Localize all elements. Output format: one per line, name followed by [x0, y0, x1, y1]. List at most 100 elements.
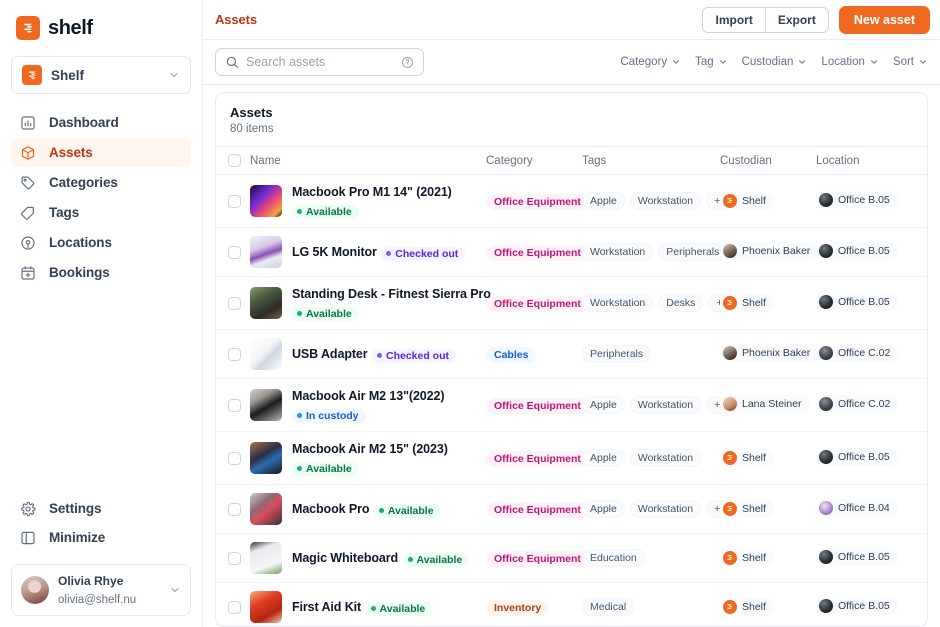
category-badge[interactable]: Cables	[486, 347, 537, 363]
custodian-chip[interactable]: Lana Steiner	[720, 394, 810, 413]
asset-name[interactable]: First Aid Kit	[292, 600, 362, 614]
tag-chip[interactable]: Desks	[658, 294, 704, 312]
tag-chip[interactable]: Workstation	[629, 500, 702, 518]
table-row[interactable]: USB Adapter Checked out Cables Periphera…	[216, 329, 927, 379]
filter-sort[interactable]: Sort	[893, 56, 928, 68]
sidebar-item-settings[interactable]: Settings	[11, 494, 191, 523]
search-input[interactable]	[246, 55, 394, 69]
location-chip[interactable]: Office B.05	[816, 241, 898, 260]
column-custodian[interactable]: Custodian	[720, 146, 816, 175]
tag-chip[interactable]: Workstation	[582, 243, 654, 261]
category-badge[interactable]: Office Equipment	[486, 398, 589, 414]
column-location[interactable]: Location	[816, 146, 927, 175]
asset-name[interactable]: LG 5K Monitor	[292, 245, 377, 259]
table-row[interactable]: LG 5K Monitor Checked out Office Equipme…	[216, 227, 927, 277]
tag-chip[interactable]: Peripherals	[658, 243, 728, 261]
table-row[interactable]: Standing Desk - Fitnest Sierra Pro Avail…	[216, 276, 927, 330]
row-checkbox[interactable]	[228, 551, 241, 565]
filter-category[interactable]: Category	[620, 56, 681, 68]
column-category[interactable]: Category	[486, 146, 582, 175]
row-checkbox[interactable]	[228, 451, 241, 465]
category-badge[interactable]: Office Equipment	[486, 296, 589, 312]
location-chip[interactable]: Office C.02	[816, 343, 899, 362]
filter-location[interactable]: Location	[821, 56, 878, 68]
custodian-chip[interactable]: Shelf	[720, 598, 774, 616]
tag-chip[interactable]: Apple	[582, 500, 625, 518]
category-badge[interactable]: Office Equipment	[486, 194, 589, 210]
tag-chip[interactable]: Apple	[582, 449, 625, 467]
row-checkbox[interactable]	[228, 398, 241, 412]
tag-chip[interactable]: Education	[582, 549, 645, 567]
row-checkbox[interactable]	[228, 600, 241, 614]
table-row[interactable]: Macbook Air M2 13"(2022) In custody Offi…	[216, 378, 927, 432]
custodian-chip[interactable]: Shelf	[720, 294, 774, 312]
sidebar-item-assets[interactable]: Assets	[11, 138, 191, 167]
table-row[interactable]: First Aid Kit Available Inventory Medica…	[216, 582, 927, 626]
asset-name[interactable]: Macbook Air M2 15" (2023)	[292, 442, 448, 456]
row-checkbox[interactable]	[228, 245, 241, 259]
row-select-cell	[216, 174, 250, 228]
tag-chip[interactable]: Workstation	[629, 449, 702, 467]
location-chip[interactable]: Office B.05	[816, 547, 898, 566]
sidebar-item-dashboard[interactable]: Dashboard	[11, 108, 191, 137]
location-chip[interactable]: Office B.05	[816, 292, 898, 311]
sidebar-item-locations[interactable]: Locations	[11, 228, 191, 257]
sidebar-item-categories[interactable]: Categories	[11, 168, 191, 197]
custodian-chip[interactable]: Phoenix Baker	[720, 343, 819, 362]
search-box[interactable]	[215, 48, 424, 76]
row-checkbox[interactable]	[228, 502, 241, 516]
column-tags[interactable]: Tags	[582, 146, 720, 175]
location-chip[interactable]: Office C.02	[816, 394, 899, 413]
organization-selector[interactable]: Shelf	[11, 56, 191, 94]
custodian-chip[interactable]: Shelf	[720, 449, 774, 467]
table-row[interactable]: Macbook Pro M1 14" (2021) Available Offi…	[216, 174, 927, 228]
category-badge[interactable]: Office Equipment	[486, 502, 589, 518]
row-location-cell: Office B.05	[816, 227, 927, 277]
asset-name[interactable]: Macbook Pro M1 14" (2021)	[292, 185, 452, 199]
help-circle-icon[interactable]	[401, 56, 414, 69]
import-button[interactable]: Import	[702, 6, 766, 33]
import-export-group: Import Export	[702, 6, 829, 33]
tag-chip[interactable]: Apple	[582, 192, 625, 210]
sidebar-item-minimize[interactable]: Minimize	[11, 523, 191, 552]
custodian-chip[interactable]: Shelf	[720, 192, 774, 210]
category-badge[interactable]: Inventory	[486, 600, 550, 616]
asset-name[interactable]: Macbook Pro	[292, 502, 370, 516]
tag-chip[interactable]: Workstation	[629, 192, 702, 210]
category-badge[interactable]: Office Equipment	[486, 551, 589, 567]
location-chip[interactable]: Office B.05	[816, 190, 898, 209]
asset-name[interactable]: USB Adapter	[292, 347, 368, 361]
tag-chip[interactable]: Peripherals	[582, 345, 652, 363]
table-row[interactable]: Macbook Pro Available Office Equipment A…	[216, 484, 927, 534]
location-chip[interactable]: Office B.04	[816, 498, 898, 517]
custodian-chip[interactable]: Shelf	[720, 500, 774, 518]
asset-name[interactable]: Magic Whiteboard	[292, 551, 399, 565]
location-chip[interactable]: Office B.05	[816, 596, 898, 615]
filter-tag[interactable]: Tag	[695, 56, 728, 68]
tag-chip[interactable]: Workstation	[582, 294, 654, 312]
table-row[interactable]: Macbook Air M2 15" (2023) Available Offi…	[216, 431, 927, 485]
category-badge[interactable]: Office Equipment	[486, 245, 589, 261]
category-badge[interactable]: Office Equipment	[486, 451, 589, 467]
select-all-checkbox[interactable]	[228, 154, 241, 167]
location-thumbnail	[819, 500, 833, 515]
asset-name[interactable]: Standing Desk - Fitnest Sierra Pro	[292, 287, 491, 301]
tag-chip[interactable]: Apple	[582, 396, 625, 414]
row-checkbox[interactable]	[228, 347, 241, 361]
new-asset-button[interactable]: New asset	[838, 5, 930, 34]
custodian-chip[interactable]: Shelf	[720, 549, 774, 567]
column-name[interactable]: Name	[250, 146, 486, 175]
row-checkbox[interactable]	[228, 296, 241, 310]
tag-chip[interactable]: Medical	[582, 598, 635, 616]
user-account-menu[interactable]: Olivia Rhye olivia@shelf.nu	[11, 564, 191, 616]
sidebar-item-tags[interactable]: Tags	[11, 198, 191, 227]
sidebar-item-bookings[interactable]: Bookings	[11, 258, 191, 287]
custodian-chip[interactable]: Phoenix Baker	[720, 241, 819, 260]
export-button[interactable]: Export	[765, 6, 829, 33]
table-row[interactable]: Magic Whiteboard Available Office Equipm…	[216, 533, 927, 583]
row-checkbox[interactable]	[228, 194, 241, 208]
location-chip[interactable]: Office B.05	[816, 447, 898, 466]
asset-name[interactable]: Macbook Air M2 13"(2022)	[292, 389, 445, 403]
filter-custodian[interactable]: Custodian	[742, 56, 808, 68]
tag-chip[interactable]: Workstation	[629, 396, 702, 414]
